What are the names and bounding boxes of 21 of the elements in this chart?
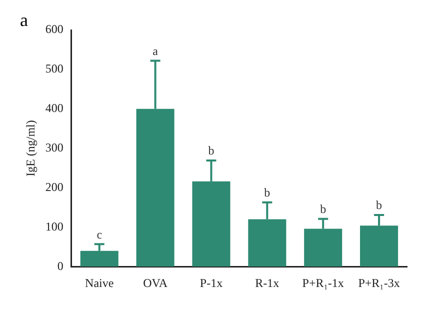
- x-tick-label: P+R₁-3x: [358, 276, 400, 290]
- y-tick-label: 300: [45, 140, 64, 154]
- annotation: b: [320, 202, 326, 216]
- x-tick-label: P-1x: [200, 276, 223, 290]
- annotation: a: [152, 44, 159, 58]
- y-tick-label: 500: [45, 62, 64, 76]
- y-axis-title: IgE (ng/ml): [23, 120, 38, 176]
- x-tick-label: P+R₁-1x: [302, 276, 344, 290]
- x-tick-label: R-1x: [255, 276, 280, 290]
- annotation: c: [96, 227, 102, 242]
- y-tick-label: 600: [45, 22, 64, 36]
- y-tick-label: 400: [45, 101, 64, 116]
- chart-title: a: [20, 10, 28, 31]
- y-tick-label: 200: [45, 180, 64, 194]
- annotation: b: [208, 144, 214, 158]
- y-tick-label: 0: [57, 258, 64, 273]
- y-tick-label: 100: [45, 219, 64, 234]
- x-tick-label: OVA: [143, 276, 168, 290]
- x-tick-label: Naive: [85, 276, 114, 290]
- annotation: b: [376, 198, 382, 212]
- annotation: b: [264, 185, 270, 200]
